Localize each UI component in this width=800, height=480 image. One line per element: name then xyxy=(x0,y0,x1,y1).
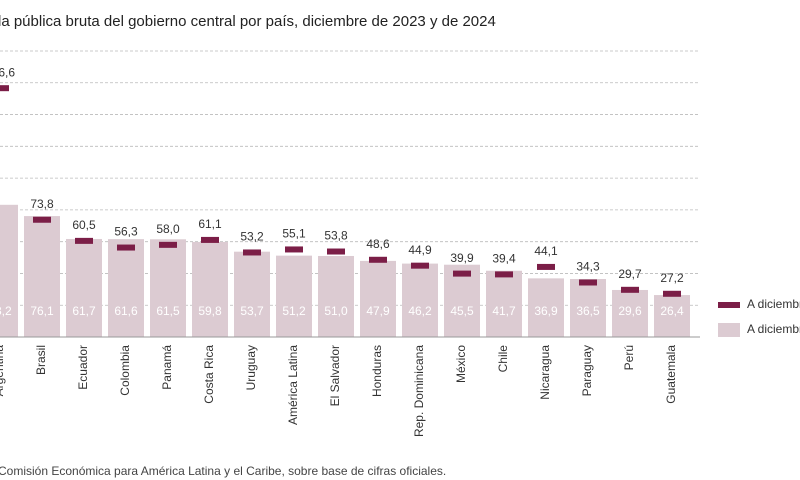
bar xyxy=(318,255,354,337)
bar xyxy=(276,255,312,337)
marker-value-label: 55,1 xyxy=(282,227,306,241)
bar xyxy=(360,260,396,337)
bar xyxy=(654,295,690,337)
bar xyxy=(234,251,270,337)
marker xyxy=(75,237,93,244)
marker xyxy=(369,256,387,263)
marker-value-label: 58,0 xyxy=(156,222,180,236)
marker xyxy=(663,290,681,297)
marker xyxy=(621,286,639,293)
bar xyxy=(0,204,18,337)
x-tick-label: El Salvador xyxy=(328,345,342,406)
chart-title: la pública bruta del gobierno central po… xyxy=(0,13,496,30)
bar xyxy=(570,279,606,337)
marker-value-label: 53,2 xyxy=(240,230,264,244)
bar xyxy=(486,270,522,337)
x-tick-label: Costa Rica xyxy=(202,345,216,404)
x-tick-label: Panamá xyxy=(160,345,174,390)
bar-value-label: 47,9 xyxy=(366,304,390,318)
bar-value-label: 76,1 xyxy=(30,304,54,318)
bar-value-label: 51,0 xyxy=(324,304,348,318)
legend-swatch xyxy=(718,323,740,337)
bar-value-label: 45,5 xyxy=(450,304,474,318)
bar xyxy=(24,216,60,337)
bar xyxy=(612,289,648,337)
bar xyxy=(66,238,102,337)
bar xyxy=(402,263,438,337)
x-tick-label: Colombia xyxy=(118,345,132,396)
legend-swatch xyxy=(718,302,740,308)
x-tick-label: América Latina xyxy=(286,345,300,425)
marker xyxy=(495,271,513,278)
x-tick-label: Perú xyxy=(622,345,636,370)
bar-value-label: 83,2 xyxy=(0,304,12,318)
bar-value-label: 61,6 xyxy=(114,304,138,318)
marker-value-label: 44,9 xyxy=(408,243,432,257)
marker xyxy=(243,249,261,256)
bar-value-label: 51,2 xyxy=(282,304,306,318)
marker xyxy=(201,236,219,243)
bar-value-label: 41,7 xyxy=(492,304,516,318)
source: Comisión Económica para América Latina y… xyxy=(0,464,446,478)
x-tick-label: Uruguay xyxy=(244,345,258,390)
marker xyxy=(33,216,51,223)
marker xyxy=(411,262,429,269)
x-tick-label: Paraguay xyxy=(580,345,594,396)
marker-value-label: 39,4 xyxy=(492,252,516,266)
x-tick-label: Guatemala xyxy=(664,345,678,404)
marker-value-label: 61,1 xyxy=(198,217,222,231)
bar-value-label: 61,5 xyxy=(156,304,180,318)
marker-value-label: 56,3 xyxy=(114,225,138,239)
marker-value-label: 34,3 xyxy=(576,260,600,274)
x-tick-label: Ecuador xyxy=(76,345,90,390)
x-tick-label: Chile xyxy=(496,345,510,373)
bar-value-label: 36,5 xyxy=(576,304,600,318)
bar-value-label: 46,2 xyxy=(408,304,432,318)
x-tick-label: Nicaragua xyxy=(538,345,552,400)
marker-value-label: 44,1 xyxy=(534,244,558,258)
marker-value-label: 53,8 xyxy=(324,229,348,243)
marker-value-label: 48,6 xyxy=(366,237,390,251)
bar xyxy=(528,278,564,337)
bar-value-label: 53,7 xyxy=(240,304,264,318)
legend-label: A diciembre de 2023 xyxy=(747,297,800,311)
legend-label: A diciembre de 2024 xyxy=(747,322,800,336)
marker xyxy=(117,244,135,251)
bar xyxy=(108,239,144,337)
bar-value-label: 36,9 xyxy=(534,304,558,318)
bar-value-label: 26,4 xyxy=(660,304,684,318)
marker-value-label: 27,2 xyxy=(660,271,684,285)
x-tick-label: Argentina xyxy=(0,345,6,397)
bar xyxy=(444,264,480,337)
marker-value-label: 60,5 xyxy=(72,218,96,232)
marker-value-label: 156,6 xyxy=(0,65,15,79)
marker-value-label: 29,7 xyxy=(618,267,642,281)
x-tick-label: Brasil xyxy=(34,345,48,375)
bar xyxy=(150,239,186,337)
x-tick-label: Honduras xyxy=(370,345,384,397)
x-tick-label: México xyxy=(454,345,468,383)
marker-value-label: 73,8 xyxy=(30,197,54,211)
marker xyxy=(0,85,9,92)
marker xyxy=(453,270,471,277)
bar-value-label: 29,6 xyxy=(618,304,642,318)
x-tick-label: Rep. Dominicana xyxy=(412,345,426,437)
marker xyxy=(537,263,555,270)
bar-value-label: 59,8 xyxy=(198,304,222,318)
marker xyxy=(579,279,597,286)
marker-value-label: 39,9 xyxy=(450,251,474,265)
bar-value-label: 61,7 xyxy=(72,304,96,318)
marker xyxy=(327,248,345,255)
marker xyxy=(159,241,177,248)
bar xyxy=(192,241,228,337)
marker xyxy=(285,246,303,253)
